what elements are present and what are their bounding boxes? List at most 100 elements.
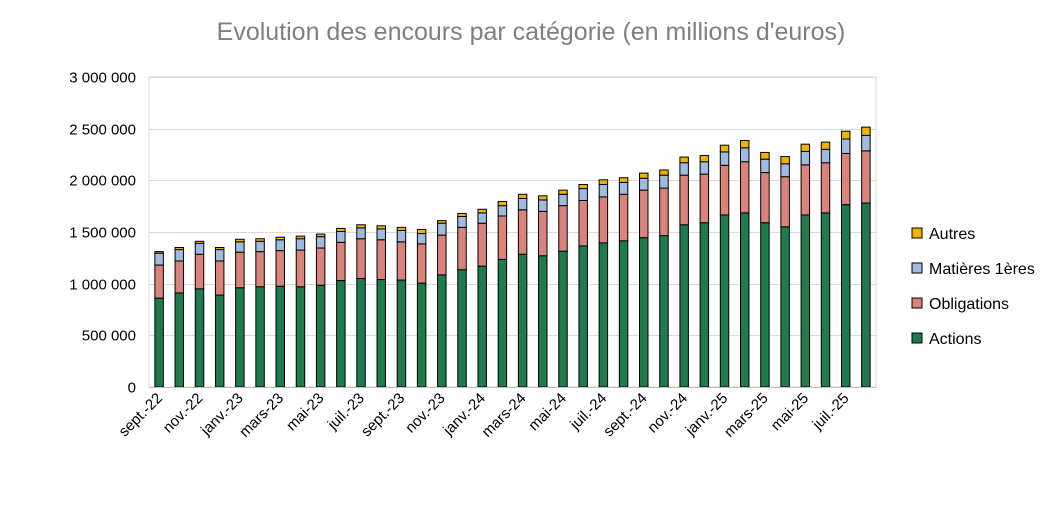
bar-segment [679,156,689,164]
bar-segment [578,188,588,201]
bar-segment [840,138,851,154]
bar-segment [154,252,164,266]
bar-segment [598,183,609,198]
legend-swatch [911,262,923,274]
bar-segment [255,238,265,242]
bar-segment [437,274,447,388]
bar-segment [679,162,689,176]
bar-segment [497,215,508,260]
bar-segment [437,220,447,224]
x-tick-label: sept.-22 [116,390,166,440]
bar-segment [780,156,790,165]
bar-segment [275,239,285,252]
x-tick-label: mai-24 [525,390,569,434]
bar-segment [780,176,790,228]
legend-label: Matières 1ères [929,261,1035,278]
bar-segment [315,236,326,249]
bar-segment [740,140,750,149]
bar-segment [457,226,467,271]
bar-segment [679,174,689,226]
bar-segment [558,189,568,195]
bar-segment [376,228,386,241]
bar-segment [840,130,851,140]
x-tick-label: mai-25 [768,390,812,434]
bar-segment [255,240,265,253]
bar-segment [194,242,205,255]
bar-segment [194,240,205,244]
bar-segment [719,144,730,153]
bar-segment [416,243,427,284]
bar-segment [437,234,447,276]
bar-segment [517,253,528,388]
bar-segment [618,240,629,388]
bar-segment [598,179,609,185]
bar-segment [538,195,548,201]
bar-segment [477,212,487,224]
bar-segment [820,162,831,214]
bar-segment [719,151,730,166]
x-tick-label: sept.-23 [358,390,408,440]
bar-segment [396,241,407,281]
y-tick-label: 1 000 000 [69,277,136,294]
bar-segment [457,269,467,388]
bar-segment [376,279,386,388]
bar-segment [396,229,407,243]
bar-segment [356,238,366,279]
bar-segment [275,250,285,287]
bar-segment [659,169,669,176]
bar-segment [174,260,185,294]
x-tick-label: mars-24 [479,390,530,441]
bar-segment [679,224,689,388]
legend-label: Actions [929,331,981,348]
bar-segment [295,235,306,240]
bar-segment [275,236,285,241]
y-tick-label: 1 500 000 [69,225,136,242]
bar-segment [214,294,225,388]
bar-segment [174,249,185,262]
bar-segment [861,134,871,152]
bar-segment [740,212,750,388]
y-tick-label: 0 [128,380,136,397]
bar-segment [820,148,831,164]
bar-segment [154,264,164,299]
bar-segment [800,150,811,166]
bar-segment [376,225,386,230]
bar-segment [639,177,649,191]
bar-segment [861,150,871,204]
bar-segment [820,141,831,150]
bar-segment [356,227,366,240]
bar-segment [760,158,770,174]
bar-segment [659,235,669,388]
y-tick-label: 2 000 000 [69,173,136,190]
bar-segment [497,258,508,388]
legend-swatch [911,332,923,344]
x-tick-label: sept.-24 [600,390,650,440]
bar-segment [356,224,366,229]
bar-segment [760,172,770,224]
legend-swatch [911,297,923,309]
x-tick-label: mars-25 [721,390,772,441]
bar-segment [517,209,528,255]
bar-segment [719,214,730,388]
y-tick-label: 3 000 000 [69,70,136,87]
bar-segment [396,226,407,231]
bar-segment [295,238,306,251]
bar-segment [840,204,851,388]
bar-segment [861,126,871,136]
bar-segment [214,247,225,251]
bar-segment [214,260,225,296]
legend-swatch [911,227,923,239]
bar-segment [194,288,205,388]
bar-segment [255,251,265,288]
bar-segment [639,237,649,388]
x-tick-label: juil.-25 [809,390,853,434]
bar-segment [840,152,851,206]
bar-segment [538,210,548,257]
bar-segment [235,238,245,243]
bar-segment [780,226,790,388]
bar-segment [598,196,609,244]
y-tick-label: 2 500 000 [69,122,136,139]
bar-segment [558,193,568,207]
bar-segment [578,245,588,388]
bar-segment [154,251,164,254]
